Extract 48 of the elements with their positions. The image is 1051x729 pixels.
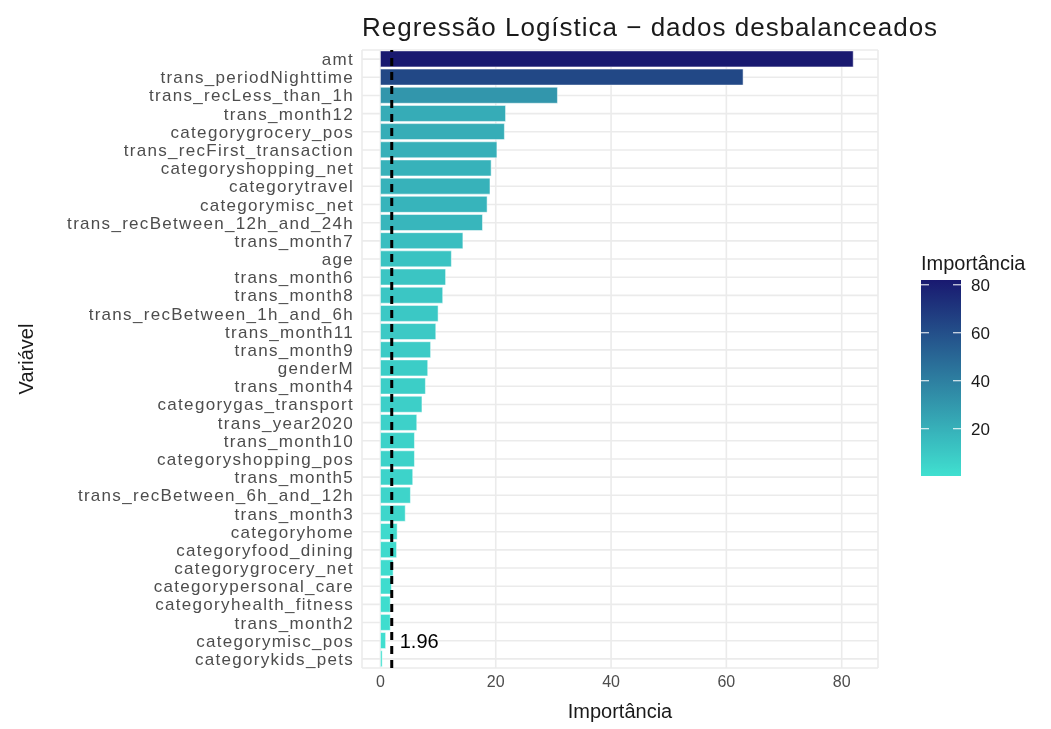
y-tick-label: categorygrocery_pos bbox=[170, 122, 354, 142]
y-tick-label: categoryfood_dining bbox=[176, 540, 354, 560]
y-tick-label: categoryshopping_net bbox=[160, 159, 354, 179]
y-tick-label: trans_month5 bbox=[234, 468, 354, 488]
x-tick-label: 40 bbox=[602, 673, 621, 691]
color-bar-title: Importância bbox=[921, 252, 1027, 274]
y-tick-label: trans_month8 bbox=[234, 286, 354, 306]
y-tick-label: trans_month7 bbox=[234, 231, 354, 251]
y-tick-label: trans_month10 bbox=[223, 431, 354, 451]
color-bar-label: 20 bbox=[971, 419, 990, 439]
y-tick-label: categoryhealth_fitness bbox=[155, 595, 354, 615]
y-tick-label: categorytravel bbox=[229, 177, 354, 197]
color-bar-label: 40 bbox=[971, 371, 990, 391]
y-tick-label: trans_year2020 bbox=[217, 413, 354, 433]
y-tick-label: trans_month4 bbox=[234, 377, 354, 397]
color-bar-label: 80 bbox=[971, 275, 990, 295]
y-tick-label: genderM bbox=[277, 359, 354, 379]
ref-line-label: 1.96 bbox=[399, 630, 439, 652]
y-axis-title: Variável bbox=[15, 323, 38, 395]
y-tick-label: trans_month9 bbox=[234, 340, 354, 360]
y-tick-label: categoryshopping_pos bbox=[156, 450, 354, 470]
y-tick-label: trans_recLess_than_1h bbox=[149, 86, 354, 106]
color-bar-label: 60 bbox=[971, 323, 990, 343]
y-tick-label: categorygas_transport bbox=[157, 395, 354, 415]
y-tick-label: trans_recFirst_transaction bbox=[123, 141, 354, 161]
y-tick-label: categorypersonal_care bbox=[153, 577, 354, 597]
x-axis-title: Importância bbox=[567, 700, 674, 722]
y-tick-label: categorymisc_net bbox=[199, 195, 354, 215]
y-tick-label: categorymisc_pos bbox=[196, 631, 354, 651]
x-tick-label: 80 bbox=[832, 673, 851, 691]
y-tick-label: categorygrocery_net bbox=[174, 559, 354, 579]
y-tick-label: amt bbox=[321, 50, 354, 70]
x-tick-label: 60 bbox=[717, 673, 736, 691]
y-tick-label: trans_month11 bbox=[224, 322, 354, 342]
chart-title: Regressão Logística − dados desbalanceados bbox=[362, 12, 939, 43]
x-tick-label: 20 bbox=[486, 673, 505, 691]
y-tick-label: trans_periodNighttime bbox=[160, 68, 354, 88]
y-tick-label: categoryhome bbox=[230, 522, 354, 542]
x-tick-label: 0 bbox=[376, 673, 385, 691]
y-tick-label: trans_month12 bbox=[223, 104, 354, 124]
y-tick-label: trans_recBetween_6h_and_12h bbox=[77, 486, 354, 506]
y-tick-label: trans_recBetween_12h_and_24h bbox=[67, 213, 354, 233]
y-tick-label: trans_month6 bbox=[234, 268, 354, 288]
y-tick-label: age bbox=[321, 250, 354, 270]
y-tick-label: trans_month2 bbox=[234, 613, 354, 633]
y-tick-label: categorykids_pets bbox=[194, 649, 354, 669]
y-tick-label: trans_recBetween_1h_and_6h bbox=[88, 304, 354, 324]
y-tick-label: trans_month3 bbox=[234, 504, 354, 524]
